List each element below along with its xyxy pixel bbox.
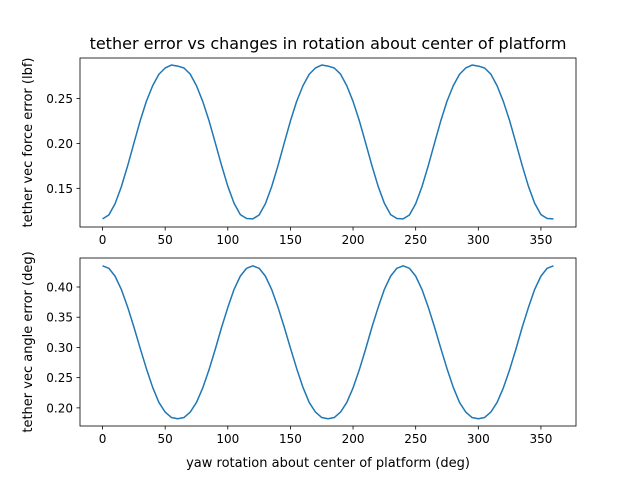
bottom-y-tick-label: 0.40 <box>46 281 73 295</box>
top-x-tick-label: 300 <box>467 233 490 247</box>
top-x-tick-label: 100 <box>216 233 239 247</box>
figure-title: tether error vs changes in rotation abou… <box>90 34 567 53</box>
bottom-y-tick-label: 0.20 <box>46 401 73 415</box>
bottom-plot-angle-error: tether vec angle error (deg) yaw rotatio… <box>21 251 577 471</box>
top-x-tick-label: 50 <box>158 233 173 247</box>
bottom-x-tick-label: 50 <box>158 432 173 446</box>
bottom-y-tick-label: 0.35 <box>46 311 73 325</box>
top-series-line-0 <box>102 64 554 220</box>
bottom-axes-frame <box>79 257 577 427</box>
bottom-series-line-0 <box>102 265 554 420</box>
bottom-x-tick-label: 0 <box>99 432 107 446</box>
bottom-x-tick-label: 250 <box>404 432 427 446</box>
top-x-tick-label: 350 <box>529 233 552 247</box>
bottom-x-axis-label: yaw rotation about center of platform (d… <box>186 456 470 471</box>
top-y-axis-label: tether vec force error (lbf) <box>21 58 36 228</box>
top-x-tick-label: 0 <box>99 233 107 247</box>
top-axes-frame <box>79 57 577 228</box>
top-y-tick-label: 0.20 <box>46 137 73 151</box>
bottom-x-tick-label: 100 <box>216 432 239 446</box>
top-y-tick-label: 0.15 <box>46 182 73 196</box>
top-x-tick-label: 150 <box>279 233 302 247</box>
bottom-y-axis-label: tether vec angle error (deg) <box>21 251 36 432</box>
top-y-tick-label: 0.25 <box>46 92 73 106</box>
bottom-x-tick-label: 150 <box>279 432 302 446</box>
top-x-tick-label: 250 <box>404 233 427 247</box>
bottom-x-tick-label: 350 <box>529 432 552 446</box>
top-plot-force-error: tether vec force error (lbf) 0 50 100 150 20… <box>21 57 577 247</box>
bottom-y-tick-label: 0.25 <box>46 371 73 385</box>
bottom-y-tick-label: 0.30 <box>46 341 73 355</box>
bottom-x-tick-label: 300 <box>467 432 490 446</box>
top-x-tick-label: 200 <box>342 233 365 247</box>
bottom-x-tick-label: 200 <box>342 432 365 446</box>
